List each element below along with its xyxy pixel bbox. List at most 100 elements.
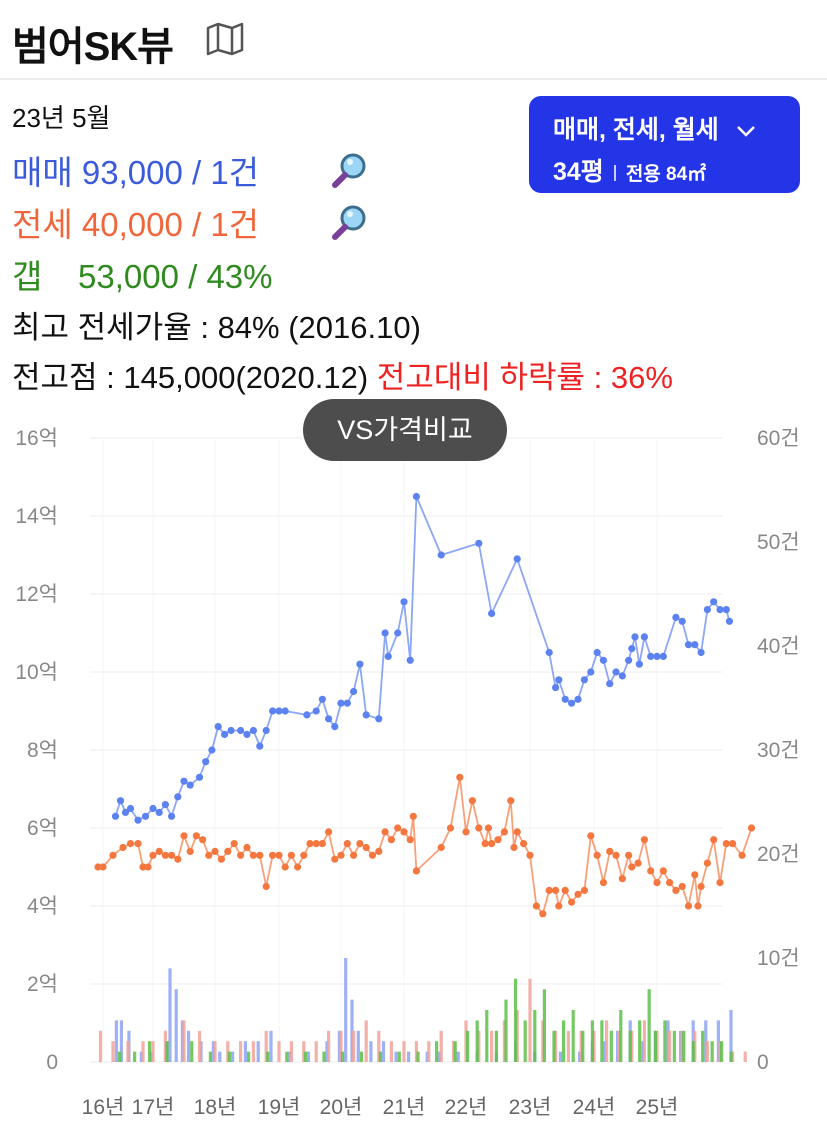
sale-point[interactable] — [281, 707, 289, 715]
jeonse-point[interactable] — [684, 902, 693, 910]
jeonse-point[interactable] — [710, 836, 718, 844]
sale-point[interactable] — [343, 699, 351, 707]
sale-point[interactable] — [121, 808, 130, 816]
sale-point[interactable] — [684, 641, 693, 649]
sale-point[interactable] — [635, 660, 643, 668]
jeonse-point[interactable] — [568, 898, 576, 906]
sale-point[interactable] — [384, 652, 392, 660]
sale-point[interactable] — [628, 645, 636, 653]
sale-point[interactable] — [195, 773, 204, 781]
jeonse-point[interactable] — [325, 828, 333, 836]
jeonse-point[interactable] — [694, 902, 702, 910]
jeonse-point[interactable] — [475, 824, 483, 832]
sale-point[interactable] — [561, 695, 569, 703]
jeonse-point[interactable] — [580, 886, 589, 894]
sale-point[interactable] — [574, 695, 582, 703]
sale-point[interactable] — [318, 695, 326, 703]
jeonse-point[interactable] — [362, 843, 370, 852]
jeonse-point[interactable] — [412, 867, 420, 875]
jeonse-point[interactable] — [640, 836, 649, 844]
jeonse-point[interactable] — [462, 828, 470, 836]
sale-point[interactable] — [214, 723, 222, 731]
jeonse-point[interactable] — [139, 863, 147, 871]
jeonse-point[interactable] — [606, 847, 614, 855]
sale-point[interactable] — [580, 676, 589, 684]
sale-point[interactable] — [599, 656, 608, 664]
sale-point[interactable] — [722, 606, 730, 614]
jeonse-point[interactable] — [134, 840, 142, 848]
jeonse-point[interactable] — [587, 832, 595, 840]
jeonse-point[interactable] — [409, 812, 417, 820]
sale-point[interactable] — [356, 660, 364, 668]
jeonse-point[interactable] — [126, 840, 135, 848]
jeonse-point[interactable] — [281, 863, 289, 871]
jeonse-point[interactable] — [237, 851, 245, 859]
sale-point[interactable] — [631, 633, 639, 641]
jeonse-point[interactable] — [456, 773, 464, 781]
sale-point[interactable] — [180, 777, 188, 785]
sale-point[interactable] — [593, 648, 601, 657]
jeonse-point[interactable] — [545, 886, 553, 894]
jeonse-point[interactable] — [350, 851, 358, 859]
sale-point[interactable] — [612, 668, 620, 676]
sale-point[interactable] — [625, 656, 633, 664]
jeonse-point[interactable] — [446, 824, 455, 832]
jeonse-point[interactable] — [275, 851, 283, 859]
sale-point[interactable] — [149, 804, 157, 813]
sale-point[interactable] — [243, 730, 251, 738]
jeonse-point[interactable] — [494, 836, 502, 844]
jeonse-point[interactable] — [262, 882, 270, 891]
jeonse-point[interactable] — [205, 851, 213, 859]
jeonse-point[interactable] — [659, 867, 667, 875]
jeonse-point[interactable] — [618, 875, 626, 883]
sale-point[interactable] — [606, 680, 614, 688]
sale-point[interactable] — [488, 609, 496, 618]
sale-point[interactable] — [350, 687, 358, 696]
map-icon[interactable] — [205, 22, 245, 56]
sale-point[interactable] — [331, 723, 339, 731]
sale-point[interactable] — [208, 746, 216, 754]
jeonse-point[interactable] — [634, 859, 642, 867]
sale-point[interactable] — [552, 684, 560, 692]
jeonse-point[interactable] — [612, 851, 620, 859]
sale-point[interactable] — [587, 668, 595, 676]
sale-point[interactable] — [155, 808, 163, 816]
jeonse-detail-search-icon[interactable] — [330, 202, 370, 242]
jeonse-point[interactable] — [666, 879, 674, 887]
jeonse-point[interactable] — [356, 840, 364, 848]
jeonse-point[interactable] — [109, 851, 117, 859]
sale-point[interactable] — [406, 656, 414, 664]
jeonse-point[interactable] — [387, 836, 395, 844]
jeonse-point[interactable] — [306, 840, 314, 848]
jeonse-point[interactable] — [647, 867, 655, 875]
jeonse-point[interactable] — [593, 851, 601, 859]
sale-point[interactable] — [262, 726, 270, 735]
jeonse-point[interactable] — [500, 828, 508, 836]
sale-point[interactable] — [116, 797, 125, 805]
jeonse-point[interactable] — [368, 851, 377, 859]
sale-point[interactable] — [303, 711, 311, 719]
sale-point[interactable] — [659, 652, 667, 660]
jeonse-point[interactable] — [729, 840, 737, 848]
jeonse-point[interactable] — [186, 847, 194, 855]
sale-point[interactable] — [186, 781, 194, 789]
sale-point[interactable] — [618, 672, 626, 680]
jeonse-point[interactable] — [653, 879, 661, 887]
jeonse-point[interactable] — [99, 863, 107, 871]
sale-point[interactable] — [475, 539, 483, 547]
sale-point[interactable] — [221, 730, 229, 738]
jeonse-point[interactable] — [747, 824, 756, 832]
sale-point[interactable] — [545, 648, 553, 657]
sale-point[interactable] — [174, 793, 182, 801]
price-chart[interactable]: 0 2억 4억 6억 8억 10억 12억 14억 16억 0 10건 20건 30건 40건 50건 60건… — [0, 400, 827, 1123]
sale-point[interactable] — [249, 726, 257, 735]
sale-point[interactable] — [375, 715, 383, 723]
jeonse-point[interactable] — [287, 851, 295, 859]
sale-point[interactable] — [141, 812, 150, 820]
jeonse-point[interactable] — [510, 843, 518, 852]
sale-point[interactable] — [412, 492, 420, 501]
jeonse-point[interactable] — [211, 847, 219, 855]
jeonse-point[interactable] — [625, 851, 633, 859]
sale-point[interactable] — [640, 633, 649, 641]
sale-point[interactable] — [710, 598, 718, 606]
